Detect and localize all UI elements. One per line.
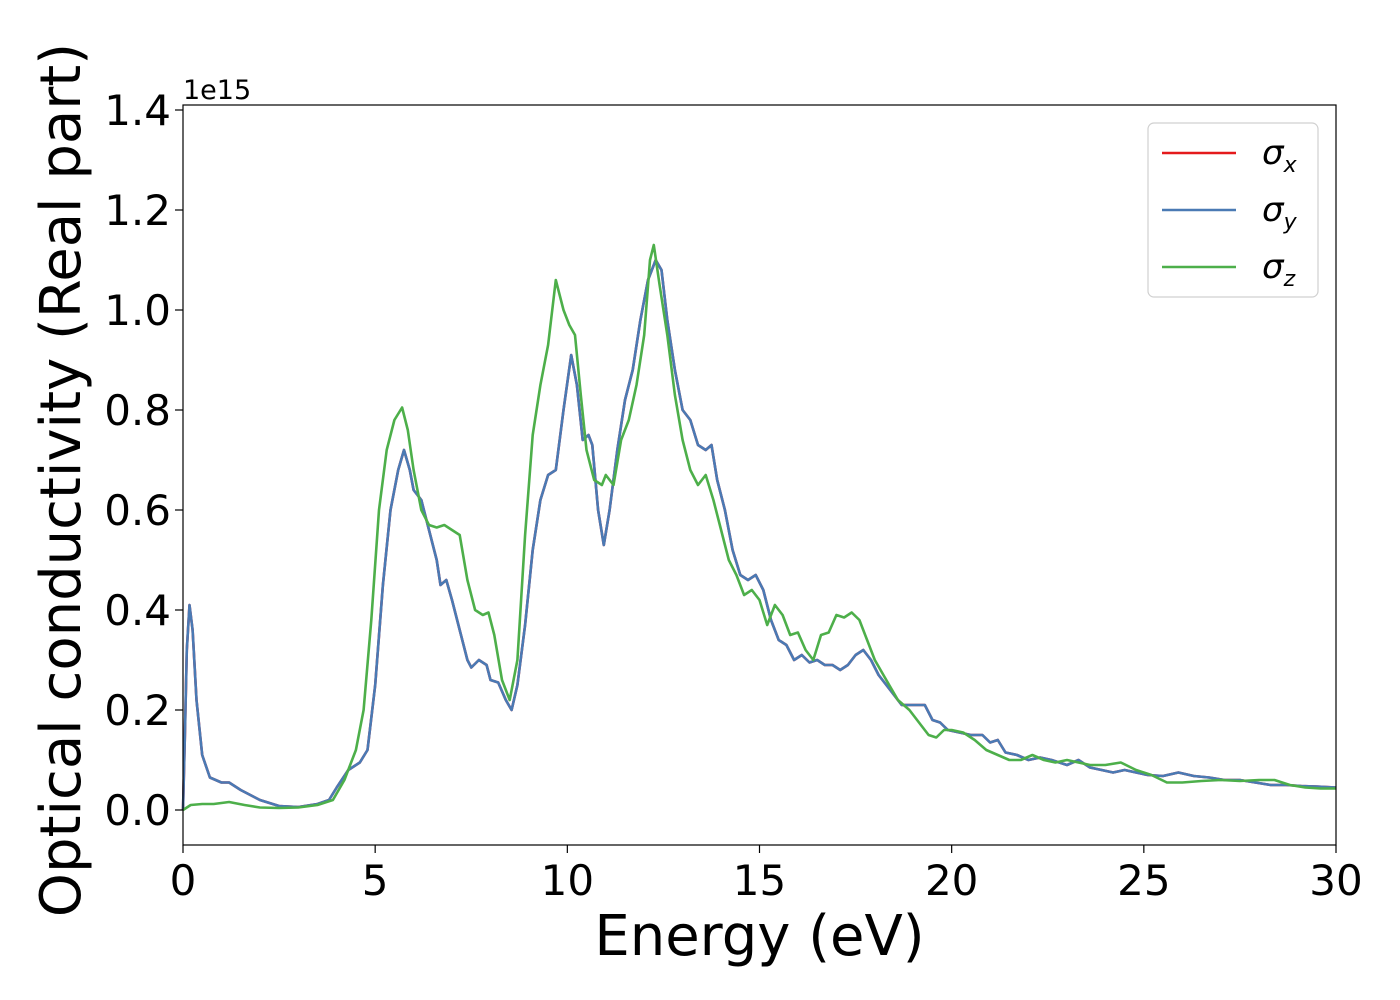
- x-tick-label: 15: [733, 856, 786, 905]
- y-tick-label: 1.0: [104, 286, 171, 335]
- x-tick-label: 0: [170, 856, 197, 905]
- y-axis-title: Optical conductivity (Real part): [29, 43, 94, 917]
- x-tick-label: 10: [541, 856, 594, 905]
- x-tick-label: 25: [1117, 856, 1170, 905]
- x-axis-title: Energy (eV): [594, 904, 924, 969]
- y-tick-label: 1.4: [104, 86, 171, 135]
- x-tick-label: 30: [1309, 856, 1362, 905]
- series-layer: [181, 243, 1337, 812]
- y-axis: 0.0 0.2 0.4 0.6 0.8 1.0 1.2 1.4: [104, 86, 183, 835]
- y-axis-offset-label: 1e15: [183, 75, 251, 106]
- series-line-sigma-y: [181, 258, 1337, 811]
- y-tick-label: 1.2: [104, 186, 171, 235]
- legend-label-sigma-x: σx: [1262, 133, 1298, 178]
- legend-label-sigma-y: σy: [1262, 190, 1298, 235]
- y-tick-label: 0.2: [104, 686, 171, 735]
- series-line-sigma-z: [182, 243, 1336, 812]
- y-tick-label: 0.0: [104, 786, 171, 835]
- y-tick-label: 0.6: [104, 486, 171, 535]
- series-line-sigma-x: [181, 258, 1337, 811]
- y-tick-label: 0.8: [104, 386, 171, 435]
- y-tick-label: 0.4: [104, 586, 171, 635]
- x-tick-label: 20: [925, 856, 978, 905]
- x-tick-label: 5: [362, 856, 389, 905]
- x-axis: 0 5 10 15 20 25 30: [170, 845, 1363, 905]
